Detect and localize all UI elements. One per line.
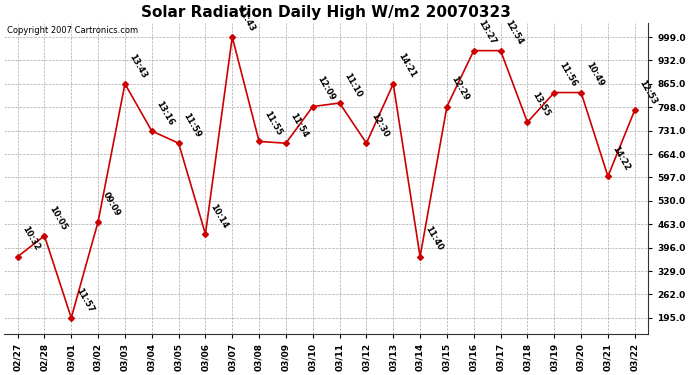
Text: 13:27: 13:27 <box>477 19 497 46</box>
Text: 11:43: 11:43 <box>235 5 256 33</box>
Text: 11:56: 11:56 <box>557 61 578 88</box>
Text: 12:53: 12:53 <box>638 78 659 106</box>
Text: 10:05: 10:05 <box>47 204 68 232</box>
Text: 09:09: 09:09 <box>101 190 122 217</box>
Text: 13:16: 13:16 <box>155 99 176 127</box>
Text: 10:49: 10:49 <box>584 61 605 88</box>
Text: 11:59: 11:59 <box>181 111 203 139</box>
Text: 11:40: 11:40 <box>423 225 444 252</box>
Text: 12:29: 12:29 <box>450 75 471 102</box>
Text: 11:10: 11:10 <box>342 71 364 99</box>
Text: 12:54: 12:54 <box>504 19 524 46</box>
Text: Copyright 2007 Cartronics.com: Copyright 2007 Cartronics.com <box>8 26 139 35</box>
Text: 13:43: 13:43 <box>128 52 149 80</box>
Text: 10:32: 10:32 <box>21 225 41 252</box>
Text: 11:57: 11:57 <box>74 286 95 314</box>
Text: 11:54: 11:54 <box>288 111 310 139</box>
Text: 14:22: 14:22 <box>611 144 632 172</box>
Text: 14:21: 14:21 <box>396 52 417 80</box>
Text: 13:55: 13:55 <box>530 90 551 118</box>
Text: 12:09: 12:09 <box>315 75 337 102</box>
Text: 10:14: 10:14 <box>208 202 229 230</box>
Text: 12:30: 12:30 <box>369 111 391 139</box>
Title: Solar Radiation Daily High W/m2 20070323: Solar Radiation Daily High W/m2 20070323 <box>141 5 511 20</box>
Text: 11:55: 11:55 <box>262 110 283 137</box>
